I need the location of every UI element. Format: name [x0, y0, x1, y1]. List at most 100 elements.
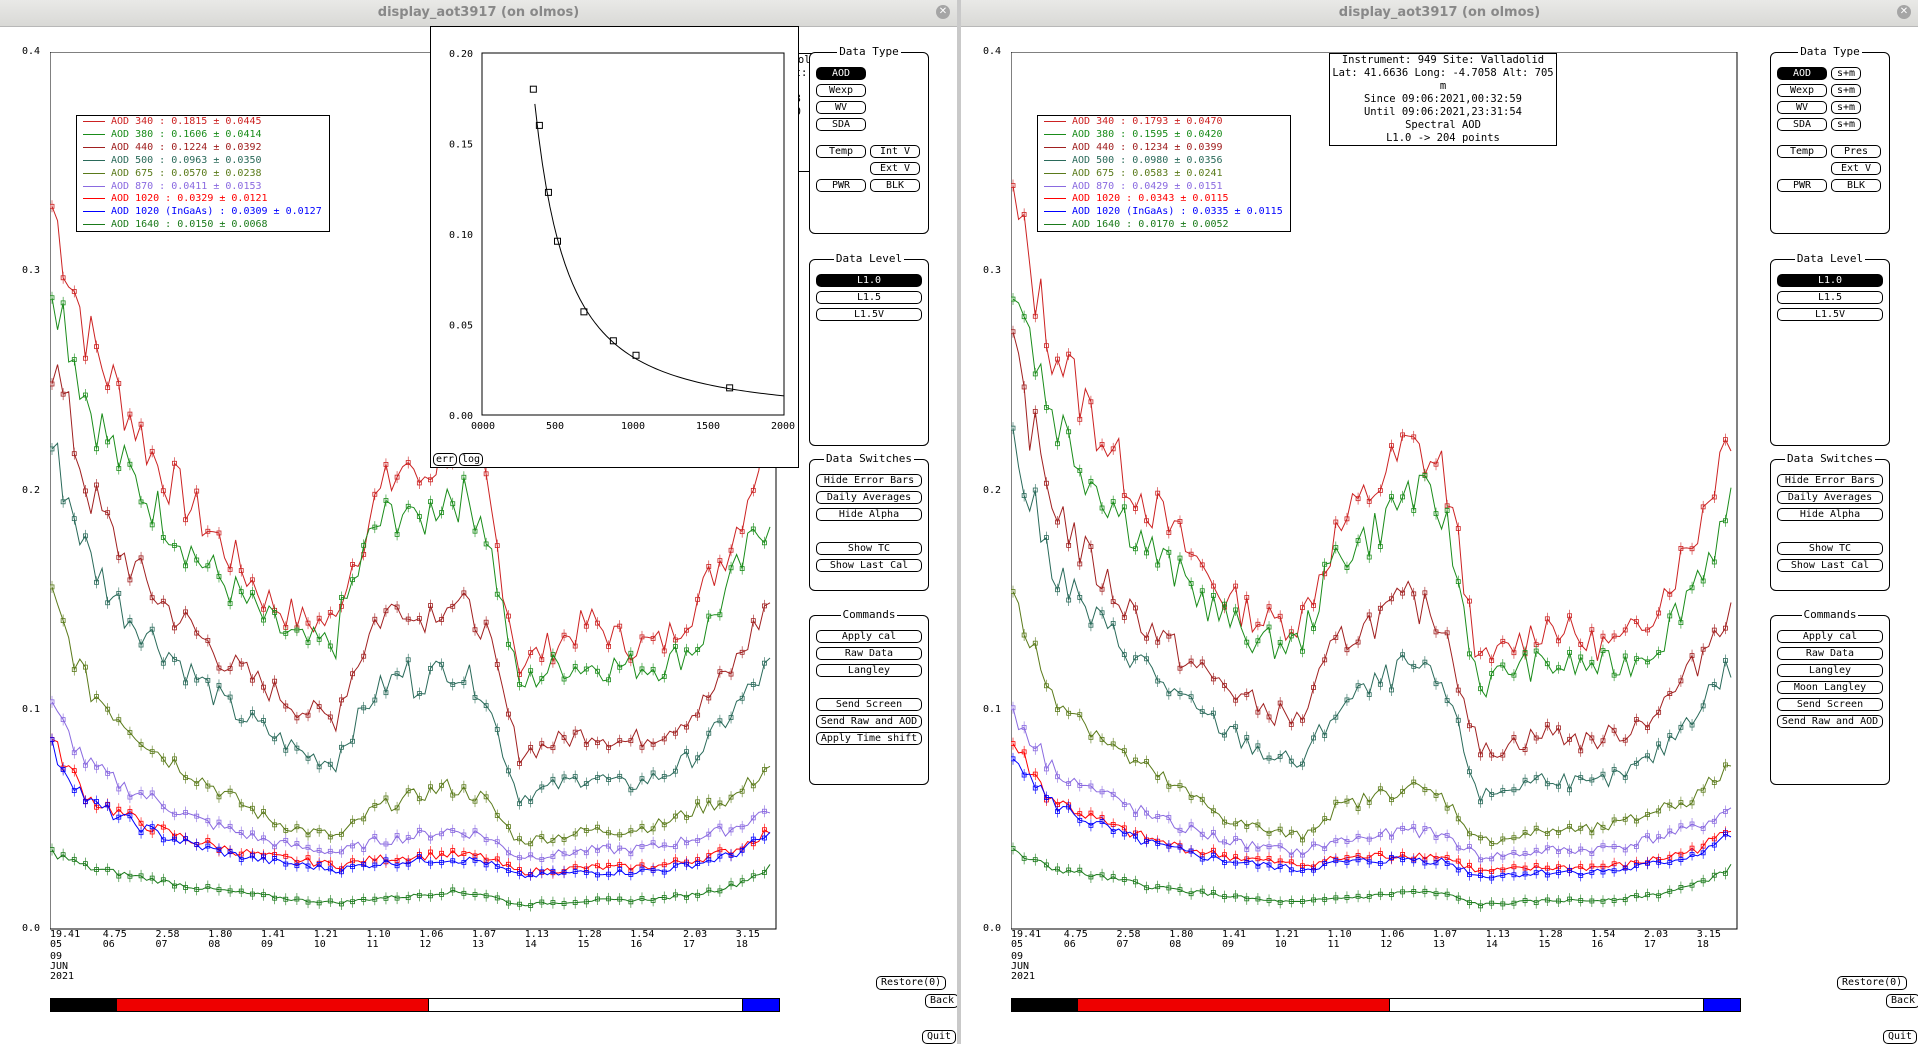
series-line-aod-380	[1012, 298, 1732, 699]
inset-frame	[481, 52, 785, 416]
commands-button[interactable]: Raw Data	[816, 647, 922, 660]
calibration-inset: 0.00 0.05 0.10 0.15 0.20 0000 500 1000 1500 2000 e…	[430, 26, 799, 468]
series-line-aod-675	[1012, 591, 1732, 845]
info-line: Instrument: 949 Site: Valladolid	[1341, 54, 1545, 66]
commands-button[interactable]: Apply cal	[1777, 630, 1883, 643]
data-switches-button[interactable]: Daily Averages	[816, 491, 922, 504]
data-switches-button[interactable]: Show TC	[1777, 542, 1883, 555]
data-type-blk-button[interactable]: BLK	[1831, 179, 1881, 192]
x-tick-label: 4.75 06	[103, 930, 127, 950]
legend-label: AOD 440 : 0.1234 ± 0.0399	[1072, 141, 1223, 153]
inset-y-tick: 0.10	[449, 230, 473, 241]
sm-toggle-button[interactable]: s+m	[1831, 84, 1861, 97]
commands-button[interactable]: Apply Time shift	[816, 732, 922, 745]
data-type-int-v-button[interactable]: Int V	[870, 145, 920, 158]
data-type-pres-button[interactable]: Pres	[1831, 145, 1881, 158]
data-type-temp-button[interactable]: Temp	[816, 145, 866, 158]
day-value: 08	[1169, 939, 1182, 950]
inset-err-button[interactable]: err	[433, 453, 457, 466]
data-type-wv-button[interactable]: WV	[1777, 101, 1827, 114]
commands-button[interactable]: Apply cal	[816, 630, 922, 643]
y-tick-label: 0.3	[983, 265, 1002, 277]
data-type-temp-button[interactable]: Temp	[1777, 145, 1827, 158]
data-level-button[interactable]: L1.5	[816, 291, 922, 304]
close-icon[interactable]: ✕	[936, 5, 950, 19]
quit-button[interactable]: Quit	[1883, 1030, 1918, 1044]
day-value: 13	[472, 939, 485, 950]
alpha-value: 1.54	[630, 929, 655, 940]
data-switches-button[interactable]: Show TC	[816, 542, 922, 555]
panel-data-switches: Data Switches Hide Error Bars Daily Averag…	[1770, 452, 1890, 591]
data-type-ext-v-button[interactable]: Ext V	[1831, 162, 1881, 175]
data-level-button[interactable]: L1.0	[1777, 274, 1883, 287]
day-value: 17	[1644, 939, 1657, 950]
data-switches-button[interactable]: Hide Alpha	[816, 508, 922, 521]
data-level-button[interactable]: L1.5V	[816, 308, 922, 321]
alpha-value: 1.41	[261, 929, 286, 940]
data-switches-button[interactable]: Show Last Cal	[1777, 559, 1883, 572]
back-button[interactable]: Back	[925, 994, 957, 1008]
close-icon[interactable]: ✕	[1897, 5, 1911, 19]
data-type-wexp-button[interactable]: Wexp	[1777, 84, 1827, 97]
inset-point	[726, 384, 734, 392]
data-type-aod-button[interactable]: AOD	[1777, 67, 1827, 80]
legend-swatch	[83, 121, 105, 122]
data-switches-button[interactable]: Show Last Cal	[816, 559, 922, 572]
data-type-ext-v-button[interactable]: Ext V	[870, 162, 920, 175]
data-type-wexp-button[interactable]: Wexp	[816, 84, 866, 97]
alpha-value: 4.75	[102, 929, 127, 940]
inset-x-tick: 0000	[471, 421, 495, 432]
day-value: 05	[50, 939, 63, 950]
legend-label: AOD 675 : 0.0583 ± 0.0241	[1072, 167, 1223, 179]
data-switches-button[interactable]: Hide Alpha	[1777, 508, 1883, 521]
data-type-wv-button[interactable]: WV	[816, 101, 866, 114]
x-tick-label: 3.15 18	[1697, 930, 1721, 950]
data-switches-button[interactable]: Daily Averages	[1777, 491, 1883, 504]
commands-button[interactable]: Send Raw and AOD	[1777, 715, 1883, 728]
restore-button[interactable]: Restore(0)	[876, 976, 947, 990]
timeline-bar-white	[428, 998, 744, 1012]
back-button[interactable]: Back	[1886, 994, 1918, 1008]
inset-log-button[interactable]: log	[459, 453, 483, 466]
data-type-sda-button[interactable]: SDA	[816, 118, 866, 131]
sm-toggle-button[interactable]: s+m	[1831, 67, 1861, 80]
data-type-aod-button[interactable]: AOD	[816, 67, 866, 80]
data-level-button[interactable]: L1.0	[816, 274, 922, 287]
commands-button[interactable]: Langley	[816, 664, 922, 677]
commands-button[interactable]: Send Screen	[816, 698, 922, 711]
data-type-pwr-button[interactable]: PWR	[1777, 179, 1827, 192]
y-tick-label: 0.2	[22, 484, 41, 496]
data-type-sda-button[interactable]: SDA	[1777, 118, 1827, 131]
day-value: 08	[208, 939, 221, 950]
commands-button[interactable]: Raw Data	[1777, 647, 1883, 660]
commands-button[interactable]: Langley	[1777, 664, 1883, 677]
inset-point	[535, 121, 543, 129]
commands-button[interactable]: Send Raw and AOD	[816, 715, 922, 728]
series-line-aod-1020-ingaas-	[1012, 758, 1732, 879]
data-type-pwr-button[interactable]: PWR	[816, 179, 866, 192]
sm-toggle-button[interactable]: s+m	[1831, 118, 1861, 131]
commands-button[interactable]: Send Screen	[1777, 698, 1883, 711]
legend-entry: AOD 500 : 0.0963 ± 0.0350	[81, 155, 329, 168]
legend-label: AOD 380 : 0.1606 ± 0.0414	[111, 128, 262, 140]
inset-point	[609, 337, 617, 345]
data-level-button[interactable]: L1.5V	[1777, 308, 1883, 321]
legend-entry: AOD 440 : 0.1234 ± 0.0399	[1042, 142, 1290, 155]
data-switches-button[interactable]: Hide Error Bars	[816, 474, 922, 487]
panel-data-switches: Data Switches Hide Error Bars Daily Averag…	[809, 452, 929, 591]
legend-entry: AOD 1020 : 0.0329 ± 0.0121	[81, 193, 329, 206]
data-level-button[interactable]: L1.5	[1777, 291, 1883, 304]
restore-button[interactable]: Restore(0)	[1837, 976, 1908, 990]
date-year: 2021	[1011, 971, 1036, 982]
sm-toggle-button[interactable]: s+m	[1831, 101, 1861, 114]
quit-button[interactable]: Quit	[922, 1030, 957, 1044]
data-type-blk-button[interactable]: BLK	[870, 179, 920, 192]
panel-title: Data Type	[1771, 45, 1889, 58]
alpha-value: 1.10	[1327, 929, 1352, 940]
inset-point	[529, 85, 537, 93]
series-line-aod-1020	[1012, 743, 1732, 873]
data-switches-button[interactable]: Hide Error Bars	[1777, 474, 1883, 487]
legend-swatch	[83, 172, 105, 174]
commands-button[interactable]: Moon Langley	[1777, 681, 1883, 694]
x-tick-label: 19.41 05	[1011, 930, 1041, 950]
